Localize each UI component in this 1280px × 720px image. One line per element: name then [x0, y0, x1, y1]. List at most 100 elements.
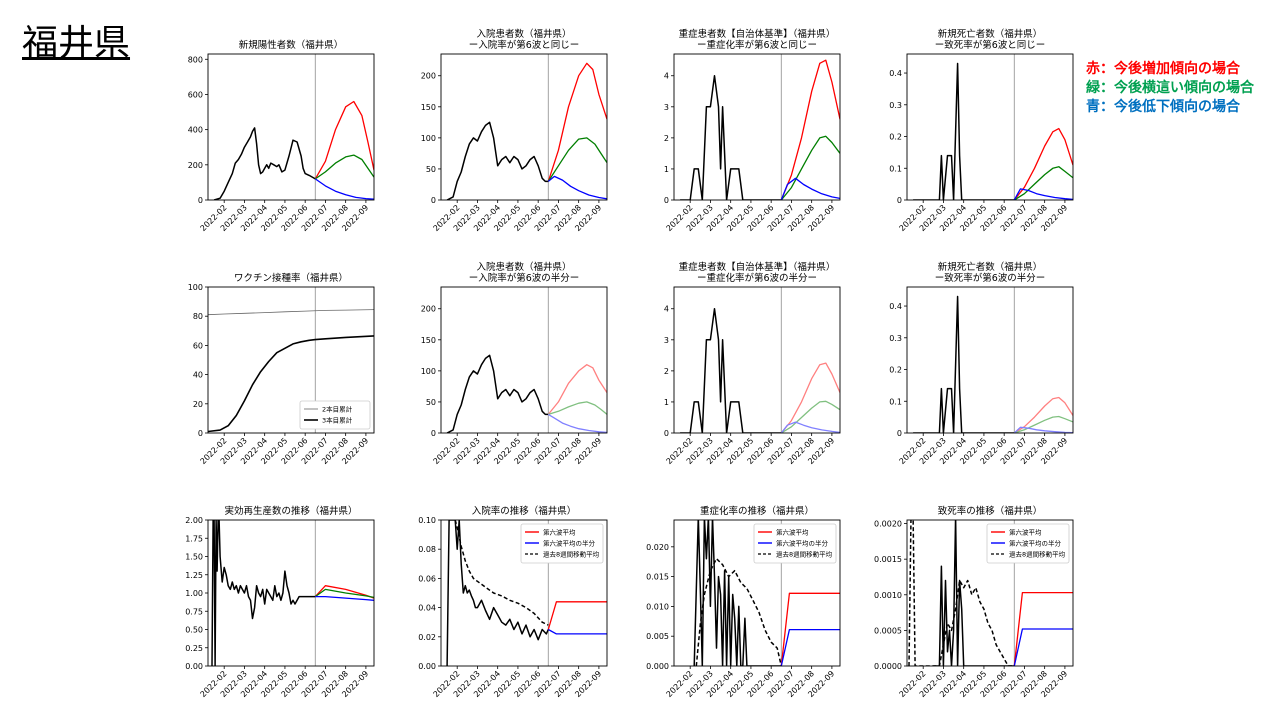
series-group	[908, 520, 1073, 666]
plot-frame	[440, 286, 608, 434]
chart-death-rate: 致死率の推移（福井県） 0.0000 0.0005 0.0010 0.0015 0.002…	[874, 505, 1074, 699]
y-tick-label: 40	[193, 371, 203, 380]
series-line-3	[547, 175, 607, 200]
legend-label: 過去8週間移動平均	[543, 550, 600, 559]
y-tick-label: 0.0005	[874, 626, 902, 635]
series-line-3	[547, 628, 607, 635]
series-line-0	[446, 354, 549, 433]
y-tick-label: 0.02	[418, 633, 436, 642]
legend-note-green: 緑：今後横這い傾向の場合	[1086, 80, 1254, 96]
y-tick-label: 400	[188, 126, 203, 135]
legend-label: 過去8週間移動平均	[1009, 550, 1066, 559]
series-line-0	[446, 121, 549, 200]
series-line-0	[693, 520, 782, 666]
page-title: 福井県	[22, 23, 131, 64]
series-group	[680, 59, 840, 200]
legend-label: 過去8週間移動平均	[776, 550, 833, 559]
plot-frame	[207, 519, 375, 667]
y-tick-label: 200	[188, 161, 203, 170]
series-line-1	[547, 364, 607, 415]
y-tick-label: 0.0010	[874, 591, 902, 600]
y-tick-label: 0	[198, 429, 203, 438]
legend-label: 第六波平均の半分	[543, 539, 596, 548]
y-tick-label: 0.4	[889, 69, 902, 78]
series-group	[913, 295, 1073, 433]
series-group	[693, 520, 840, 666]
legend-box	[753, 523, 837, 564]
y-tick-label: 3	[664, 103, 669, 112]
y-tick-label: 2.00	[185, 516, 203, 525]
series-line-1	[780, 362, 840, 433]
y-tick-label: 0.010	[646, 602, 669, 611]
y-tick-label: 0.50	[185, 626, 203, 635]
y-tick-label: 60	[193, 341, 203, 350]
series-group	[208, 309, 374, 433]
legend-label: 第六波平均の半分	[1009, 539, 1062, 548]
y-tick-label: 0	[198, 196, 203, 205]
series-line-2	[780, 400, 840, 433]
y-tick-label: 0.04	[418, 604, 436, 613]
chart-inpatients-b: 入院患者数（福井県）ー入院率が第6波の半分ー0501001502002022-0…	[421, 261, 608, 466]
series-group	[211, 520, 374, 666]
chart-title-line: 重症患者数【自治体基準】（福井県）	[679, 261, 836, 273]
y-tick-label: 0.3	[889, 334, 902, 343]
chart-title-line: ワクチン接種率（福井県）	[234, 272, 348, 284]
legend-label: 第六波平均の半分	[776, 539, 829, 548]
series-group	[446, 62, 607, 200]
series-line-0	[211, 520, 316, 666]
plot-frame	[906, 519, 1074, 667]
y-tick-label: 150	[421, 103, 436, 112]
y-tick-label: 80	[193, 312, 203, 321]
series-line-1	[208, 335, 374, 433]
y-tick-label: 0.75	[185, 607, 203, 616]
y-tick-label: 0.020	[646, 543, 669, 552]
series-line-2	[1013, 166, 1073, 200]
series-line-2	[314, 154, 374, 180]
series-line-1	[454, 520, 549, 626]
series-line-3	[780, 628, 840, 666]
y-tick-label: 1.50	[185, 553, 203, 562]
series-line-2	[780, 592, 840, 666]
y-tick-label: 0.06	[418, 574, 436, 583]
series-line-1	[695, 557, 783, 666]
y-tick-label: 0.2	[889, 366, 902, 375]
y-tick-label: 50	[426, 165, 436, 174]
chart-title-line: ー入院率が第6波と同じー	[469, 39, 580, 51]
y-tick-label: 0	[431, 196, 436, 205]
series-line-3	[780, 177, 840, 200]
y-tick-label: 1	[664, 165, 669, 174]
plot-frame	[207, 53, 375, 201]
y-tick-label: 0	[664, 196, 669, 205]
y-tick-label: 1.00	[185, 589, 203, 598]
chart-title-line: 重症化率の推移（福井県）	[700, 505, 814, 517]
chart-title-line: 入院患者数（福井県）	[476, 28, 571, 40]
chart-title-line: ー致死率が第6波の半分ー	[935, 272, 1046, 284]
chart-severe-b: 重症患者数【自治体基準】（福井県）ー重症化率が第6波の半分ー012342022-…	[664, 261, 841, 466]
series-line-2	[547, 601, 607, 630]
series-line-0	[913, 62, 1015, 200]
y-tick-label: 200	[421, 72, 436, 81]
plot-frame	[207, 286, 375, 434]
chart-title-line: 新規陽性者数（福井県）	[239, 39, 344, 51]
plot-frame	[673, 519, 841, 667]
legend-label: 2本目累計	[322, 405, 353, 414]
y-tick-label: 0	[431, 429, 436, 438]
legend-label: 第六波平均	[1009, 528, 1042, 537]
y-tick-label: 1.25	[185, 571, 203, 580]
series-line-2	[547, 137, 607, 182]
series-line-2	[314, 588, 374, 599]
y-tick-label: 0.1	[889, 164, 902, 173]
legend-box	[986, 523, 1070, 564]
chart-title-line: ー重症化率が第6波と同じー	[697, 39, 817, 51]
chart-rt: 実効再生産数の推移（福井県） 0.00 0.25 0.50 0.75 1.00 1.25 1.…	[185, 505, 375, 699]
series-group	[913, 62, 1073, 200]
chart-title-line: 重症患者数【自治体基準】（福井県）	[679, 28, 836, 40]
series-line-0	[213, 127, 316, 200]
series-line-3	[1013, 188, 1073, 200]
plot-frame	[440, 519, 608, 667]
y-tick-label: 1.75	[185, 534, 203, 543]
chart-title-line: 致死率の推移（福井県）	[938, 505, 1043, 517]
